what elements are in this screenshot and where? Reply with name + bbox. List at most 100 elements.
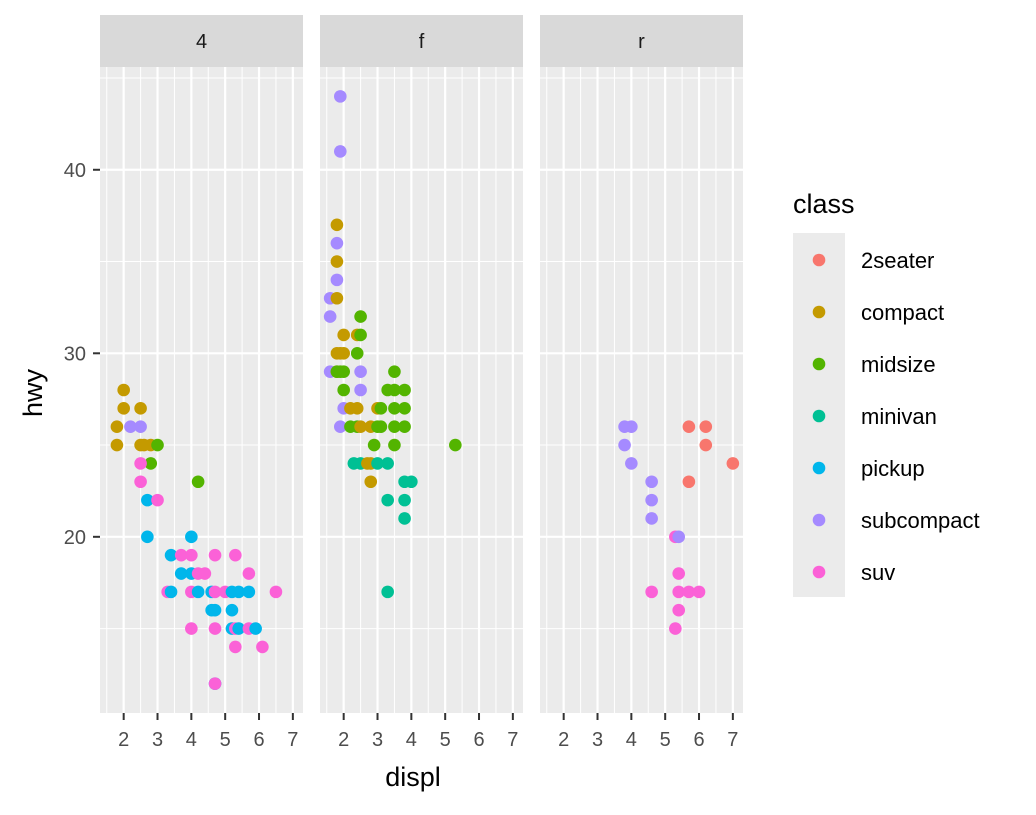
y-tick-label: 40 [64,160,86,182]
legend-title: class [793,189,855,219]
data-point-compact [110,420,124,434]
data-point-compact [110,438,124,452]
data-point-2seater [726,457,740,470]
legend-item-2seater: 2seater [812,248,934,273]
legend-label: minivan [861,404,937,429]
data-point-midsize [398,420,411,434]
data-point-compact [337,346,350,360]
data-point-suv [672,603,686,617]
data-point-midsize [449,438,462,452]
data-point-suv [672,567,686,580]
data-point-midsize [337,383,350,397]
data-point-midsize [350,346,364,360]
data-point-subcompact [334,90,347,103]
x-tick-label: 4 [626,729,637,751]
legend-item-suv: suv [812,560,895,585]
x-tick-label: 6 [253,729,264,751]
x-tick-label: 6 [473,729,484,751]
data-point-compact [134,402,147,415]
data-point-midsize [144,457,158,470]
data-point-midsize [388,365,401,378]
data-point-midsize [388,438,401,452]
legend-item-pickup: pickup [812,456,925,481]
data-point-suv [134,457,147,470]
data-point-suv [645,585,658,599]
x-tick-label: 7 [727,729,738,751]
data-point-pickup [141,530,154,544]
legend: class 2seater compact midsize minivan pickup… [793,189,980,597]
data-point-suv [692,585,706,599]
data-point-suv [208,677,222,690]
legend-key [812,461,826,475]
y-tick-label: 20 [64,527,86,549]
facet-strip-label-f: f [419,31,425,53]
data-point-suv [242,567,256,580]
panel-background [320,67,523,713]
x-tick-label: 5 [220,729,231,751]
data-point-pickup [232,622,246,635]
legend-item-minivan: minivan [812,404,937,429]
data-point-subcompact [354,383,367,397]
data-point-pickup [141,493,154,507]
legend-key [812,565,826,579]
data-point-compact [364,475,378,489]
x-tick-label: 4 [406,729,417,751]
data-point-midsize [398,383,411,397]
facet-panel-4 [100,15,303,713]
data-point-subcompact [134,420,147,434]
data-point-minivan [381,457,394,470]
facet-panel-f [320,15,523,713]
data-point-subcompact [625,457,638,470]
legend-key [812,305,826,319]
facet-strip [540,15,743,67]
data-point-suv [669,622,682,635]
data-point-subcompact [645,512,658,525]
panel-background [540,67,743,713]
legend-label: 2seater [861,248,934,273]
data-point-minivan [381,493,394,507]
x-tick-label: 5 [660,729,671,751]
data-point-compact [117,383,130,397]
data-point-subcompact [334,420,347,434]
data-point-subcompact [330,236,344,250]
data-point-compact [117,402,130,415]
data-point-pickup [249,622,262,635]
data-point-suv [174,548,188,562]
data-point-compact [354,420,367,434]
data-point-2seater [699,420,713,434]
x-tick-label: 5 [440,729,451,751]
data-point-suv [229,640,242,654]
data-point-subcompact [354,365,367,378]
legend-key [812,513,826,527]
data-point-subcompact [323,310,337,323]
data-point-minivan [405,475,418,489]
legend-key [812,253,826,267]
data-point-pickup [242,585,256,599]
data-point-pickup [164,548,178,562]
data-point-subcompact [124,420,137,434]
facet-strip-label-4: 4 [196,31,207,53]
x-tick-label: 3 [152,729,163,751]
x-tick-label: 2 [118,729,129,751]
data-point-suv [185,622,198,635]
data-point-compact [330,218,344,232]
facet-panels [100,15,743,713]
legend-item-midsize: midsize [812,352,936,377]
legend-key [812,409,826,423]
data-point-subcompact [330,273,344,287]
legend-items: 2seater compact midsize minivan pickup subcom… [812,248,980,585]
data-point-midsize [388,383,401,397]
data-point-suv [208,548,222,562]
data-point-suv [208,622,222,635]
data-point-minivan [381,585,394,599]
data-point-midsize [354,328,367,342]
data-point-midsize [388,420,401,434]
data-point-midsize [354,310,367,323]
data-point-midsize [337,365,350,378]
data-point-suv [269,585,283,599]
x-tick-label: 2 [338,729,349,751]
x-tick-label: 4 [186,729,197,751]
data-point-pickup [185,530,198,544]
data-point-midsize [398,402,411,415]
facet-strip-label-r: r [638,31,645,53]
